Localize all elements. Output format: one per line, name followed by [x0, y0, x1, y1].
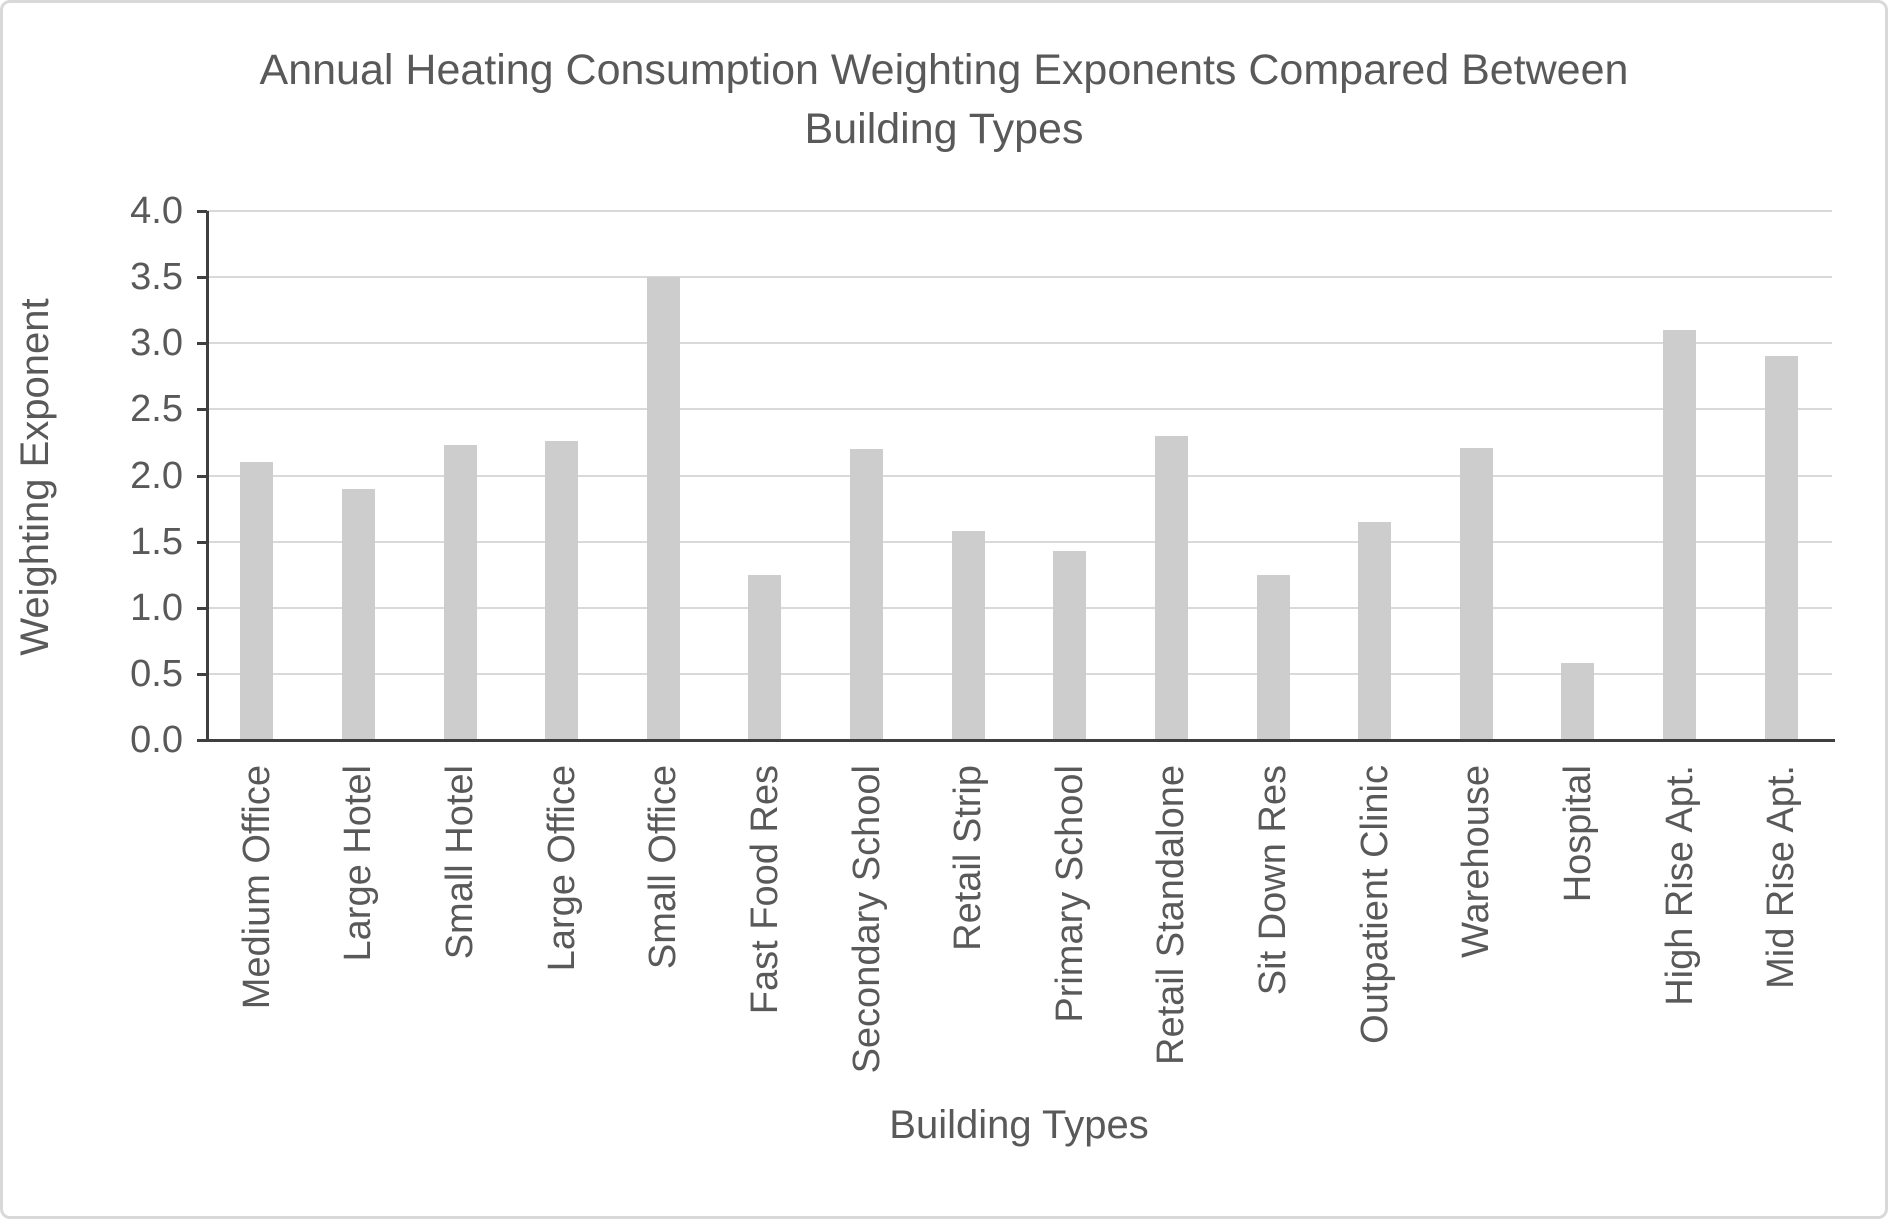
x-category-label-large-hotel: Large Hotel: [337, 765, 380, 962]
x-category-label-outpatient-clinic: Outpatient Clinic: [1353, 765, 1396, 1044]
y-axis-title: Weighting Exponent: [13, 298, 57, 656]
bar-retail-strip: [951, 531, 985, 740]
x-category-label-small-hotel: Small Hotel: [439, 765, 482, 960]
y-tick-label: 3.5: [130, 256, 183, 299]
x-category-label-retail-strip: Retail Strip: [947, 765, 990, 951]
bar-primary-school: [1053, 550, 1087, 740]
y-tick-mark: [197, 342, 207, 346]
gridline-2.0: [206, 474, 1832, 477]
gridline-4.0: [206, 210, 1832, 212]
y-tick-mark: [197, 474, 207, 478]
y-tick-label: 0.5: [130, 652, 183, 695]
y-tick-label: 4.0: [130, 190, 183, 232]
x-category-label-primary-school: Primary School: [1048, 765, 1091, 1023]
x-category-label-large-office: Large Office: [540, 765, 583, 972]
bar-fast-food-res: [748, 574, 782, 740]
x-category-label-high-rise-apt: High Rise Apt.: [1658, 765, 1701, 1006]
bar-medium-office: [240, 462, 274, 740]
y-tick-label: 2.0: [130, 454, 183, 497]
gridline-1.0: [206, 606, 1832, 609]
chart-title: Annual Heating Consumption Weighting Exp…: [259, 46, 1629, 154]
y-axis-line: [206, 211, 209, 742]
y-tick-mark: [197, 408, 207, 412]
bar-retail-standalone: [1154, 435, 1188, 740]
bar-large-hotel: [341, 488, 375, 740]
x-category-label-sit-down-res: Sit Down Res: [1252, 765, 1295, 996]
x-category-label-medium-office: Medium Office: [235, 765, 278, 1010]
gridline-1.5: [206, 540, 1832, 543]
x-category-label-secondary-school: Secondary School: [845, 765, 888, 1074]
plot-area: [206, 210, 1832, 740]
y-tick-mark: [197, 606, 207, 610]
y-tick-mark: [197, 210, 207, 213]
x-category-label-mid-rise-apt: Mid Rise Apt.: [1760, 765, 1803, 989]
bar-small-hotel: [443, 445, 477, 740]
y-tick-label: 1.5: [130, 520, 183, 563]
y-tick-label: 1.0: [130, 586, 183, 629]
bar-secondary-school: [850, 449, 884, 740]
x-category-label-retail-standalone: Retail Standalone: [1150, 765, 1193, 1065]
y-tick-mark: [197, 540, 207, 544]
gridline-0.5: [206, 672, 1832, 675]
y-tick-mark: [197, 739, 207, 742]
x-category-label-warehouse: Warehouse: [1455, 765, 1498, 958]
bar-large-office: [545, 441, 579, 740]
y-tick-label: 3.0: [130, 322, 183, 365]
gridline-3.5: [206, 276, 1832, 279]
gridline-2.5: [206, 408, 1832, 411]
bar-mid-rise-apt: [1764, 356, 1798, 740]
bar-outpatient-clinic: [1358, 521, 1392, 740]
y-tick-mark: [197, 276, 207, 280]
bar-high-rise-apt: [1663, 330, 1697, 740]
bar-sit-down-res: [1256, 574, 1290, 740]
x-axis-line: [197, 739, 1835, 742]
bar-warehouse: [1459, 447, 1493, 740]
x-category-label-fast-food-res: Fast Food Res: [743, 765, 786, 1015]
y-tick-mark: [197, 672, 207, 676]
bar-hospital: [1561, 663, 1595, 740]
x-axis-title: Building Types: [889, 1103, 1149, 1147]
y-tick-label: 0.0: [130, 719, 183, 761]
x-category-label-small-office: Small Office: [642, 765, 685, 970]
x-category-label-hospital: Hospital: [1556, 765, 1599, 903]
bar-small-office: [646, 277, 680, 740]
y-tick-label: 2.5: [130, 388, 183, 431]
gridline-3.0: [206, 342, 1832, 345]
